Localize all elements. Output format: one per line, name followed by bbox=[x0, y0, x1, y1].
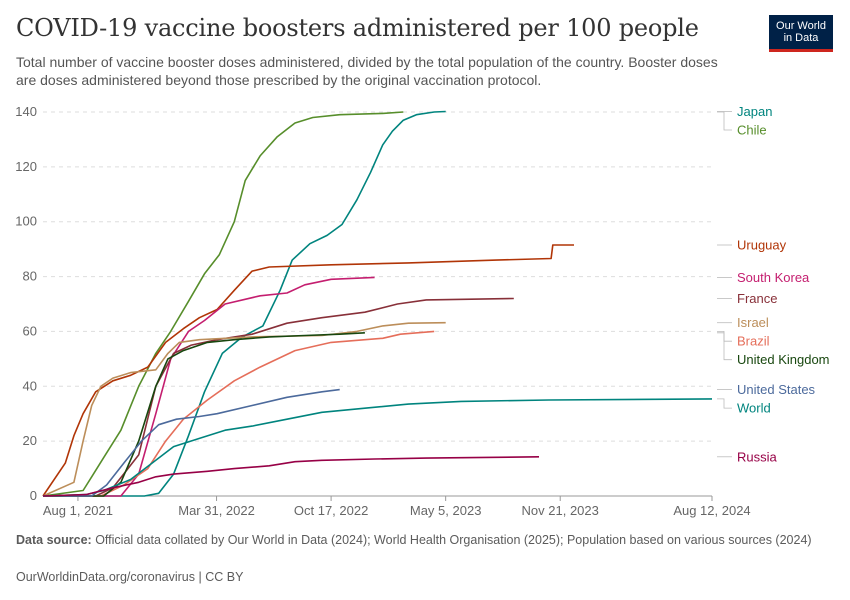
legend-connector-united-kingdom bbox=[717, 332, 732, 361]
y-tick-label: 60 bbox=[23, 323, 37, 338]
x-tick-label: Aug 12, 2024 bbox=[673, 503, 750, 518]
chart-title: COVID-19 vaccine boosters administered p… bbox=[16, 14, 699, 42]
series-line-united-states bbox=[43, 388, 340, 497]
legend-label-south-korea: South Korea bbox=[737, 270, 810, 285]
series-line-brazil bbox=[43, 330, 435, 497]
y-tick-label: 100 bbox=[15, 214, 37, 229]
legend-label-united-states: United States bbox=[737, 382, 816, 397]
chart-subtitle: Total number of vaccine booster doses ad… bbox=[16, 54, 718, 88]
series-line-israel bbox=[42, 321, 446, 497]
series-line-japan bbox=[43, 110, 446, 497]
legend-label-israel: Israel bbox=[737, 315, 769, 330]
legend-label-russia: Russia bbox=[737, 449, 778, 464]
legend-label-united-kingdom: United Kingdom bbox=[737, 352, 830, 367]
legend-label-world: World bbox=[737, 401, 771, 416]
y-tick-label: 20 bbox=[23, 433, 37, 448]
y-tick-label: 40 bbox=[23, 378, 37, 393]
legend-connector-world bbox=[717, 398, 732, 409]
y-tick-label: 120 bbox=[15, 159, 37, 174]
legend-label-brazil: Brazil bbox=[737, 334, 770, 349]
series-line-uruguay bbox=[42, 244, 574, 497]
x-tick-label: May 5, 2023 bbox=[410, 503, 482, 518]
logo-line-2: in Data bbox=[783, 32, 819, 44]
owid-logo[interactable]: Our World in Data bbox=[769, 15, 833, 52]
credit-link[interactable]: OurWorldinData.org/coronavirus | CC BY bbox=[16, 570, 244, 584]
logo-line-1: Our World bbox=[776, 20, 826, 32]
series-line-world bbox=[42, 398, 713, 497]
y-tick-label: 140 bbox=[15, 104, 37, 119]
legend-label-uruguay: Uruguay bbox=[737, 238, 787, 253]
legend-label-chile: Chile bbox=[737, 122, 767, 137]
x-tick-label: Oct 17, 2022 bbox=[294, 503, 368, 518]
x-tick-label: Nov 21, 2023 bbox=[522, 503, 599, 518]
source-text: Official data collated by Our World in D… bbox=[91, 533, 812, 547]
legend-label-japan: Japan bbox=[737, 104, 772, 119]
series-line-russia bbox=[42, 456, 540, 497]
y-tick-label: 0 bbox=[30, 488, 37, 503]
legend-connector-chile bbox=[717, 111, 732, 131]
series-line-france bbox=[43, 297, 514, 497]
series-line-united-kingdom bbox=[43, 332, 365, 497]
x-tick-label: Aug 1, 2021 bbox=[43, 503, 113, 518]
legend-label-france: France bbox=[737, 291, 777, 306]
source-note: Data source: Official data collated by O… bbox=[16, 533, 816, 548]
source-label: Data source: bbox=[16, 533, 92, 547]
line-chart: 0 20 40 60 80 100 120 140 Aug 1, 2021 Mar 31, 202… bbox=[15, 104, 830, 518]
x-tick-label: Mar 31, 2022 bbox=[178, 503, 255, 518]
y-tick-label: 80 bbox=[23, 269, 37, 284]
series-line-chile bbox=[42, 111, 404, 497]
